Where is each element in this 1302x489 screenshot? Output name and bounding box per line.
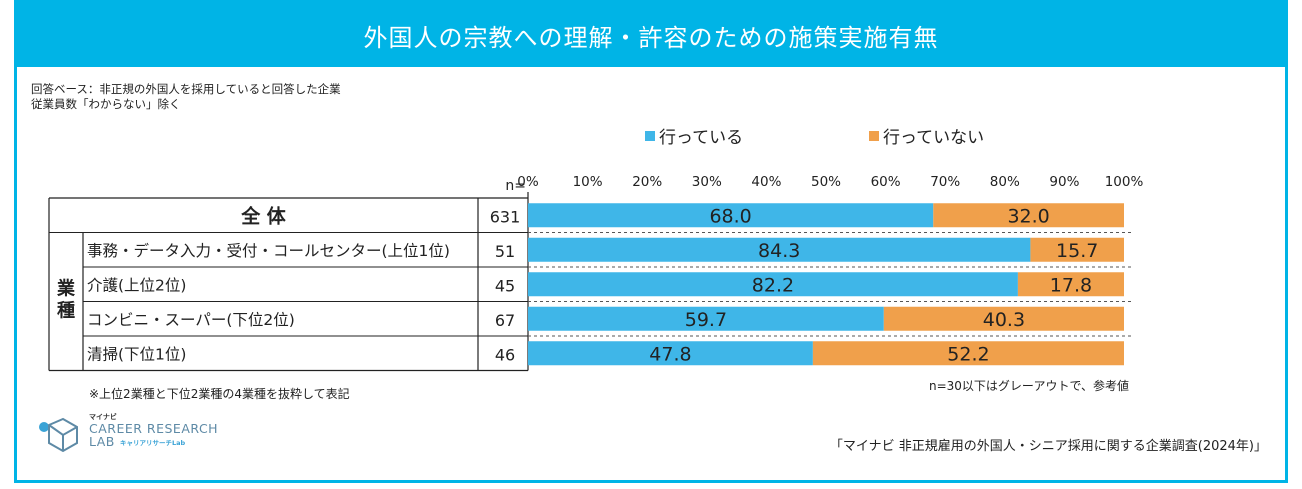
bar-segment-not-doing [883,306,1124,331]
legend-swatch-2 [869,131,879,141]
n-value: 631 [490,207,521,226]
category-label: 介護(上位2位) [87,276,186,294]
n-value: 67 [495,311,515,330]
x-tick-label: 30% [692,174,722,190]
data-label: 40.3 [983,309,1025,331]
legend-swatch-1 [645,131,655,141]
logo-mark-icon [39,417,78,453]
x-tick-label: 100% [1105,174,1144,190]
bar-segment-doing [528,341,813,366]
footnote-left: ※上位2業種と下位2業種の4業種を抜粋して表記 [89,387,350,401]
logo-line2: LAB [89,434,115,449]
data-label: 82.2 [752,274,794,296]
category-label: コンビニ・スーパー(下位2位) [87,311,295,329]
logo-line1: CAREER RESEARCH [89,421,219,436]
bar-segment-doing [528,203,934,228]
group-label-char: 種 [57,300,75,322]
bar-segment-doing [528,237,1031,262]
data-label: 84.3 [758,240,800,262]
bar-segment-doing [528,272,1018,297]
brand-logo: マイナビ CAREER RESEARCH LAB キャリアリサーチLab [37,413,218,459]
data-label: 32.0 [1007,205,1049,227]
x-tick-label: 60% [871,174,901,190]
legend-label-2: 行っていない [883,128,984,148]
x-tick-label: 70% [930,174,960,190]
logo-kana-text: キャリアリサーチLab [120,439,186,447]
bar-segment-not-doing [1030,237,1124,262]
bar-segment-not-doing [812,341,1124,366]
category-label-total: 全 体 [240,204,287,227]
n-value: 46 [495,345,515,364]
logo-main-text: CAREER RESEARCH LAB [89,422,218,448]
x-tick-label: 10% [573,174,603,190]
data-label: 68.0 [709,205,751,227]
chart-svg: 行っている 行っていない n=0% 10% 20% 30% 40% 50% 60% 70% 80% 9… [48,128,1144,372]
data-label: 52.2 [947,343,989,365]
bar-segment-doing [528,306,884,331]
chart-frame: 外国人の宗教への理解・許容のための施策実施有無 回答ベース：非正規の外国人を採用… [14,0,1288,483]
source-citation: 「マイナビ 非正規雇用の外国人・シニア採用に関する企業調査(2024年)」 [829,439,1267,454]
x-tick-label: 20% [632,174,662,190]
data-label: 47.8 [649,343,691,365]
legend-label-1: 行っている [659,128,743,148]
x-tick-label: 50% [811,174,841,190]
n-header-label: n= [505,178,526,194]
category-label: 清掃(下位1位) [87,345,186,363]
data-label: 15.7 [1056,240,1098,262]
chart-title: 外国人の宗教への理解・許容のための施策実施有無 [363,23,939,52]
bar-segment-not-doing [1017,272,1124,297]
x-tick-label: 40% [751,174,781,190]
x-tick-label: 0% [517,174,539,190]
logo-small-text: マイナビ [89,413,117,421]
category-label: 事務・データ入力・受付・コールセンター(上位1位) [87,241,450,260]
data-label: 59.7 [685,309,727,331]
base-note-line2: 従業員数「わからない」除く [31,97,181,111]
footnote-right: n=30以下はグレーアウトで、参考値 [929,379,1129,393]
data-label: 17.8 [1050,274,1092,296]
bar-segment-not-doing [933,203,1124,228]
group-label-char: 業 [56,278,76,300]
n-value: 45 [495,276,515,295]
title-bar: 外国人の宗教への理解・許容のための施策実施有無 [17,3,1285,67]
x-tick-label: 90% [1049,174,1079,190]
n-value: 51 [495,242,515,261]
base-note-line1: 回答ベース：非正規の外国人を採用していると回答した企業 [31,82,341,96]
x-tick-label: 80% [990,174,1020,190]
